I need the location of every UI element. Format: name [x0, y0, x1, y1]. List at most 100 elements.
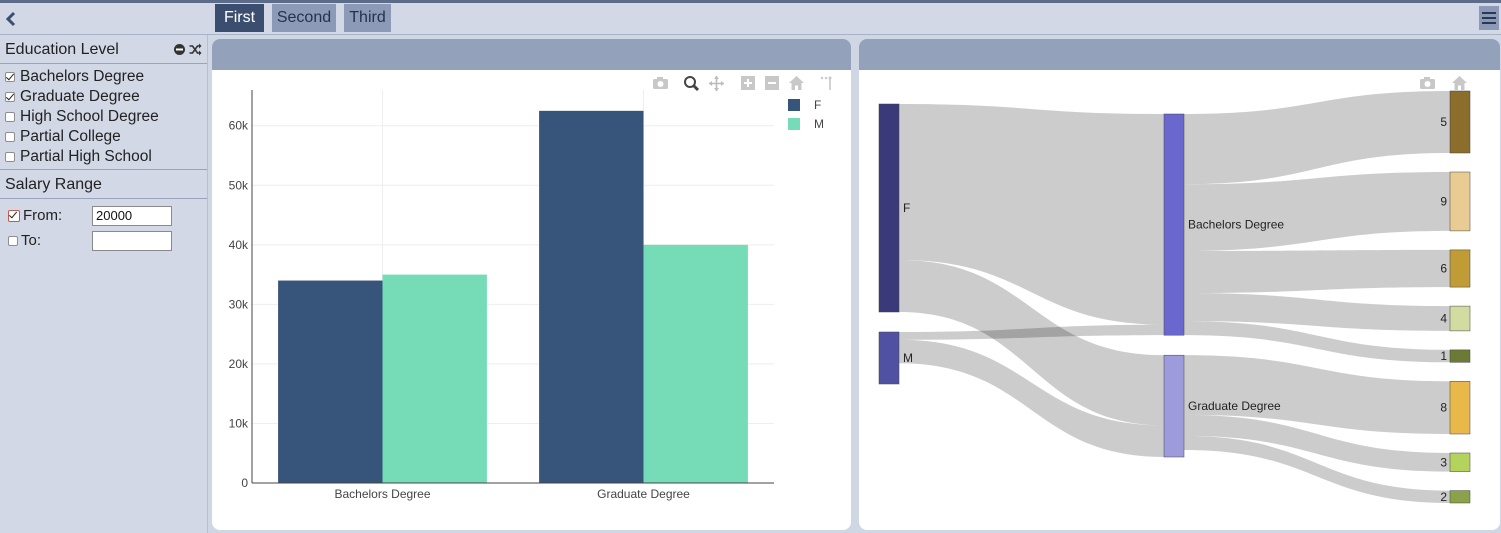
- sankey-panel: F M Bachelors Degree Graduate Degree 5 9 6 4 1 8 3…: [859, 39, 1500, 530]
- education-level-list: Bachelors Degree Graduate Degree High Sc…: [0, 64, 207, 170]
- bar-modebar: [653, 76, 832, 92]
- bar-f-1[interactable]: [539, 110, 644, 483]
- y-tick-label: 10k: [229, 416, 249, 430]
- x-tick-label: Bachelors Degree: [334, 487, 430, 501]
- y-tick-label: 20k: [229, 357, 249, 371]
- spike-lines-icon[interactable]: [820, 76, 832, 91]
- sidebar: Education Level Bachelors Degree Graduat…: [0, 35, 208, 533]
- y-tick-label: 30k: [229, 297, 249, 311]
- sankey-node-6[interactable]: [1449, 249, 1471, 288]
- salary-from-row: From:: [0, 203, 207, 228]
- legend-label-f: F: [814, 98, 821, 112]
- sankey-node-label: 4: [1440, 312, 1447, 326]
- sankey-node-label: Graduate Degree: [1188, 399, 1281, 413]
- y-tick-label: 0: [241, 476, 248, 490]
- sankey-link-graduate-degree-to-2[interactable]: [1184, 435, 1450, 503]
- salary-to-row: To:: [0, 228, 207, 253]
- salary-from-checkbox[interactable]: [8, 209, 20, 222]
- education-item-graduate[interactable]: Graduate Degree: [0, 87, 207, 107]
- sankey-node-4[interactable]: [1449, 305, 1471, 332]
- salary-from-label: From:: [23, 207, 63, 224]
- education-item-bachelors[interactable]: Bachelors Degree: [0, 67, 207, 87]
- pan-icon[interactable]: [709, 76, 724, 91]
- sankey-link-m-to-bachelors-degree[interactable]: [899, 324, 1164, 340]
- salary-to-input[interactable]: [92, 230, 172, 251]
- minus-square-icon[interactable]: [765, 76, 779, 90]
- salary-range-title: Salary Range: [5, 176, 102, 193]
- salary-to-label: To:: [21, 232, 42, 249]
- sankey-node-3[interactable]: [1449, 452, 1471, 472]
- y-tick-label: 60k: [229, 119, 249, 133]
- y-tick-label: 40k: [229, 238, 249, 252]
- sankey-node-bachelors-degree[interactable]: [1163, 113, 1185, 336]
- plus-square-icon[interactable]: [741, 76, 755, 90]
- sankey-node-label: 9: [1440, 194, 1447, 208]
- education-item-partial-college[interactable]: Partial College: [0, 127, 207, 147]
- education-level-title: Education Level: [5, 41, 119, 58]
- salary-from-input[interactable]: [92, 205, 172, 226]
- sankey-link-bachelors-degree-to-5[interactable]: [1184, 91, 1450, 185]
- zoom-icon[interactable]: [684, 76, 700, 92]
- home-icon[interactable]: [1452, 76, 1467, 90]
- sankey-link-bachelors-degree-to-9[interactable]: [1184, 172, 1450, 251]
- sankey-node-label: F: [903, 201, 910, 215]
- legend-swatch-f[interactable]: [788, 99, 800, 111]
- sankey-node-5[interactable]: [1449, 90, 1471, 154]
- tab-first[interactable]: First: [215, 4, 264, 32]
- camera-icon[interactable]: [1420, 77, 1435, 89]
- sankey-node-1[interactable]: [1449, 349, 1471, 363]
- camera-icon[interactable]: [653, 77, 668, 89]
- menu-button[interactable]: [1479, 6, 1499, 30]
- bar-m-1[interactable]: [643, 244, 748, 483]
- education-item-label: Bachelors Degree: [20, 68, 145, 85]
- checkbox[interactable]: [5, 152, 15, 162]
- education-item-label: Graduate Degree: [20, 88, 140, 105]
- tab-third[interactable]: Third: [344, 4, 391, 32]
- minus-circle-icon[interactable]: [173, 43, 186, 56]
- sankey-node-graduate-degree[interactable]: [1163, 354, 1185, 458]
- sankey-link-graduate-degree-to-8[interactable]: [1184, 355, 1450, 434]
- sankey-link-bachelors-degree-to-4[interactable]: [1184, 293, 1450, 331]
- sankey-link-graduate-degree-to-3[interactable]: [1184, 414, 1450, 472]
- bar-plot-area: 0 10k 20k 30k 40k 50k 60k Bachelors Degree Gradu…: [229, 90, 824, 501]
- sankey-node-label: 6: [1440, 262, 1447, 276]
- checkbox[interactable]: [5, 92, 15, 102]
- bar-panel-header: [212, 39, 851, 70]
- chevron-left-icon: [5, 11, 16, 27]
- sankey-nodes: F M Bachelors Degree Graduate Degree 5 9 6 4 1 8 3…: [878, 90, 1471, 504]
- sankey-node-8[interactable]: [1449, 381, 1471, 435]
- sankey-link-bachelors-degree-to-1[interactable]: [1184, 321, 1450, 363]
- sankey-link-f-to-graduate-degree[interactable]: [899, 260, 1164, 426]
- shuffle-icon[interactable]: [189, 43, 202, 56]
- checkbox[interactable]: [5, 72, 15, 82]
- legend-swatch-m[interactable]: [788, 118, 800, 130]
- home-icon[interactable]: [789, 76, 804, 90]
- sankey-link-m-to-graduate-degree[interactable]: [899, 339, 1164, 457]
- sankey-link-f-to-bachelors-degree[interactable]: [899, 104, 1164, 325]
- sankey-node-f[interactable]: [878, 103, 900, 313]
- bar-m-0[interactable]: [382, 274, 487, 483]
- sankey-node-m[interactable]: [878, 331, 900, 385]
- sankey-node-2[interactable]: [1449, 490, 1471, 504]
- sankey-node-9[interactable]: [1449, 171, 1471, 232]
- sankey-link-bachelors-degree-to-6[interactable]: [1184, 249, 1450, 294]
- education-item-high-school[interactable]: High School Degree: [0, 107, 207, 127]
- x-tick-label: Graduate Degree: [597, 487, 690, 501]
- checkbox[interactable]: [5, 132, 15, 142]
- education-item-partial-high-school[interactable]: Partial High School: [0, 147, 207, 167]
- sankey-node-label: 8: [1440, 401, 1447, 415]
- sankey-node-label: Bachelors Degree: [1188, 218, 1284, 232]
- bar-f-0[interactable]: [278, 280, 383, 483]
- education-item-label: High School Degree: [20, 108, 159, 125]
- sankey-modebar: [1420, 76, 1467, 90]
- top-bar: First Second Third: [0, 0, 1501, 35]
- sankey-node-label: 5: [1440, 115, 1447, 129]
- tab-second[interactable]: Second: [272, 4, 336, 32]
- legend-label-m: M: [814, 117, 824, 131]
- hamburger-menu-icon: [1482, 12, 1496, 24]
- back-button[interactable]: [4, 9, 20, 29]
- salary-range-header: Salary Range: [0, 170, 207, 199]
- bar-chart: 0 10k 20k 30k 40k 50k 60k Bachelors Degree Gradu…: [229, 76, 832, 501]
- salary-to-checkbox[interactable]: [8, 235, 18, 246]
- checkbox[interactable]: [5, 112, 15, 122]
